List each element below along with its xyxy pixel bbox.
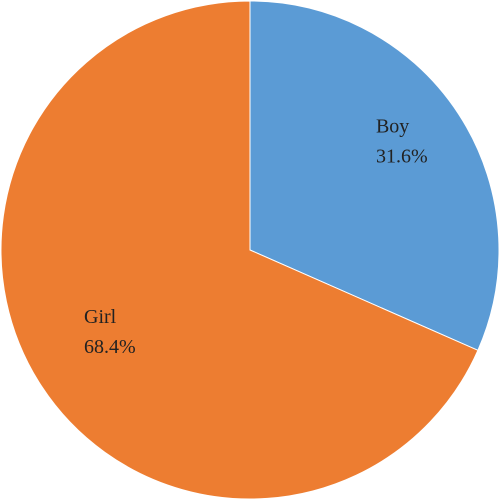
slice-value-label: 31.6% (376, 145, 428, 167)
pie-slice (0, 0, 479, 500)
pie-slice (249, 0, 500, 351)
slice-value-label: 68.4% (84, 336, 136, 358)
slice-category-label: Girl (84, 306, 117, 328)
slice-category-label: Boy (376, 115, 409, 137)
